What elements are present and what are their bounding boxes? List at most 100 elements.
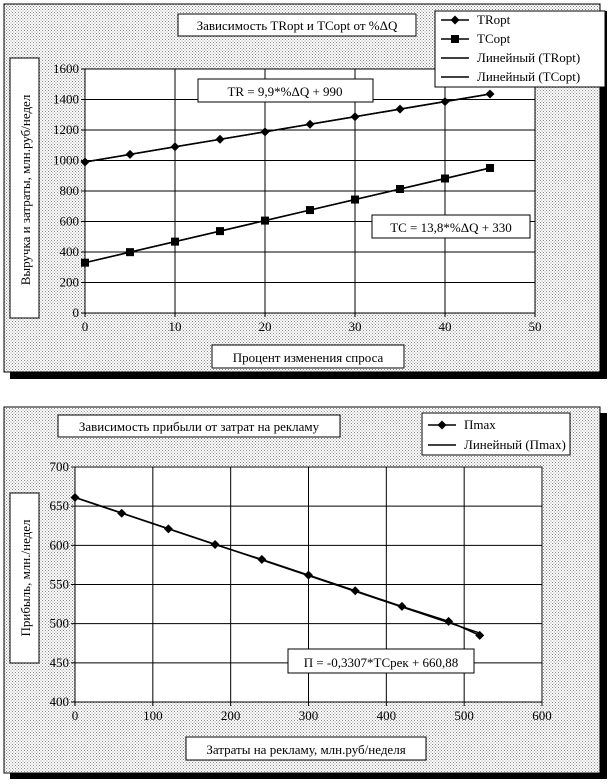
- chart1-legend-box: [434, 10, 606, 88]
- data-point-Пmax: [163, 524, 173, 534]
- data-point-Пmax: [397, 601, 407, 611]
- data-point-TCopt: [351, 195, 359, 204]
- chart1-series: [80, 89, 495, 267]
- chart2-series: [70, 493, 485, 640]
- data-point-TCopt: [261, 216, 269, 225]
- series-line-TCopt: [84, 167, 491, 264]
- data-point-Пmax: [350, 586, 360, 596]
- chart1-ticks: 0 10 20 30 40 50 0 200 400 600 800 1000 1200 1400 1600: [53, 61, 542, 334]
- y-tick-label: 600: [50, 537, 70, 552]
- chart1-xlabel: Процент изменения спроса: [233, 350, 384, 365]
- chart1-ylabel-box: [9, 57, 40, 319]
- chart2-annotation: П = -0,3307*TCрек + 660,88: [304, 655, 459, 670]
- x-tick-label: 20: [259, 319, 272, 334]
- data-point-TRopt: [170, 142, 180, 152]
- x-tick-label: 100: [143, 708, 163, 723]
- data-point-Пmax: [257, 554, 267, 564]
- y-tick-label: 400: [50, 694, 70, 709]
- chart2-xlabel-box: [185, 736, 427, 761]
- legend-entry: Линейный (TRopt): [477, 50, 580, 65]
- x-tick-label: 500: [454, 708, 474, 723]
- x-tick-label: 0: [82, 319, 89, 334]
- chart2-annotation-box: [287, 648, 475, 674]
- data-point-TRopt: [80, 157, 90, 167]
- data-point-TCopt: [306, 206, 314, 215]
- y-tick-label: 400: [60, 244, 80, 259]
- chart2-ticks: 0 100 200 300 400 500 600 400 450 500 550 600 650 700: [50, 459, 552, 723]
- data-point-Пmax: [117, 508, 127, 518]
- chart2-legend-box: [421, 412, 571, 456]
- y-tick-label: 700: [50, 459, 70, 474]
- chart2-panel: Зависимость прибыли от затрат на рекламу…: [3, 406, 607, 779]
- y-tick-label: 800: [60, 183, 80, 198]
- data-point-Пmax: [475, 630, 485, 640]
- data-point-TCopt: [441, 174, 449, 183]
- chart2-title-box: [57, 414, 341, 438]
- data-point-TRopt: [260, 127, 270, 137]
- legend-entry: Пmax: [464, 417, 496, 432]
- legend-entry: TCopt: [477, 31, 511, 46]
- x-tick-label: 40: [439, 319, 452, 334]
- x-tick-label: 50: [529, 319, 542, 334]
- chart1-panel: Зависимость TRopt и TCopt от %ΔQ TRopt TC…: [3, 3, 607, 379]
- x-tick-label: 400: [377, 708, 397, 723]
- chart1-grid: [84, 68, 536, 314]
- y-tick-label: 200: [60, 275, 80, 290]
- x-tick-label: 600: [532, 708, 552, 723]
- data-point-TCopt: [486, 163, 494, 172]
- data-point-TRopt: [395, 104, 405, 114]
- y-tick-label: 450: [50, 655, 70, 670]
- data-point-TCopt: [81, 258, 89, 267]
- data-point-Пmax: [304, 570, 313, 580]
- x-tick-label: 10: [169, 319, 182, 334]
- x-tick-label: 0: [72, 708, 79, 723]
- chart2-ylabel-box: [9, 492, 40, 664]
- legend-entry: Линейный (TCopt): [477, 69, 580, 84]
- chart1-title-box: [177, 13, 417, 37]
- data-point-TRopt: [305, 119, 315, 129]
- legend-marker: [450, 15, 460, 25]
- data-point-Пmax: [70, 493, 80, 503]
- y-tick-label: 650: [50, 498, 70, 513]
- legend-entry: TRopt: [477, 12, 511, 27]
- y-tick-label: 550: [50, 577, 70, 592]
- chart2-xlabel: Затраты на рекламу, млн.руб/неделя: [206, 742, 405, 757]
- data-point-Пmax: [444, 616, 454, 626]
- data-point-TRopt: [350, 112, 360, 122]
- chart1-title: Зависимость TRopt и TCopt от %ΔQ: [197, 18, 398, 33]
- data-point-TRopt: [440, 97, 450, 107]
- y-tick-label: 0: [73, 305, 80, 320]
- chart1-legend: TRopt TCopt Линейный (TRopt) Линейный (TCop…: [441, 12, 580, 84]
- data-point-TCopt: [216, 227, 224, 236]
- chart2-legend: Пmax Линейный (Пmax): [428, 417, 566, 452]
- data-point-TCopt: [126, 248, 134, 257]
- y-tick-label: 1400: [53, 92, 79, 107]
- data-point-Пmax: [210, 540, 220, 550]
- chart1-annotation-tr-box: [197, 78, 374, 103]
- chart2-ylabel: Прибыль, млн./недел: [18, 519, 33, 637]
- y-tick-label: 1200: [53, 122, 79, 137]
- data-point-TCopt: [396, 185, 404, 194]
- series-line-TRopt: [84, 93, 491, 163]
- data-point-TRopt: [125, 149, 135, 159]
- y-tick-label: 1600: [53, 61, 79, 76]
- y-tick-label: 1000: [53, 153, 79, 168]
- chart1-annotation-tr: TR = 9,9*%ΔQ + 990: [227, 84, 342, 99]
- data-point-TRopt: [215, 134, 225, 144]
- chart1-annotation-tc-box: [371, 214, 531, 239]
- series-line-Пmax: [74, 496, 481, 637]
- x-tick-label: 30: [349, 319, 362, 334]
- y-tick-label: 600: [60, 214, 80, 229]
- legend-marker: [437, 420, 447, 430]
- chart1-ylabel: Выручка и затраты, млн.руб/недел: [18, 94, 33, 285]
- data-point-TRopt: [485, 89, 495, 99]
- y-tick-label: 500: [50, 616, 70, 631]
- legend-marker: [451, 35, 459, 43]
- x-tick-label: 300: [299, 708, 319, 723]
- data-point-TCopt: [171, 237, 179, 246]
- chart2-title: Зависимость прибыли от затрат на рекламу: [79, 419, 320, 434]
- chart1-xlabel-box: [211, 344, 405, 369]
- legend-entry: Линейный (Пmax): [464, 437, 566, 452]
- x-tick-label: 200: [221, 708, 241, 723]
